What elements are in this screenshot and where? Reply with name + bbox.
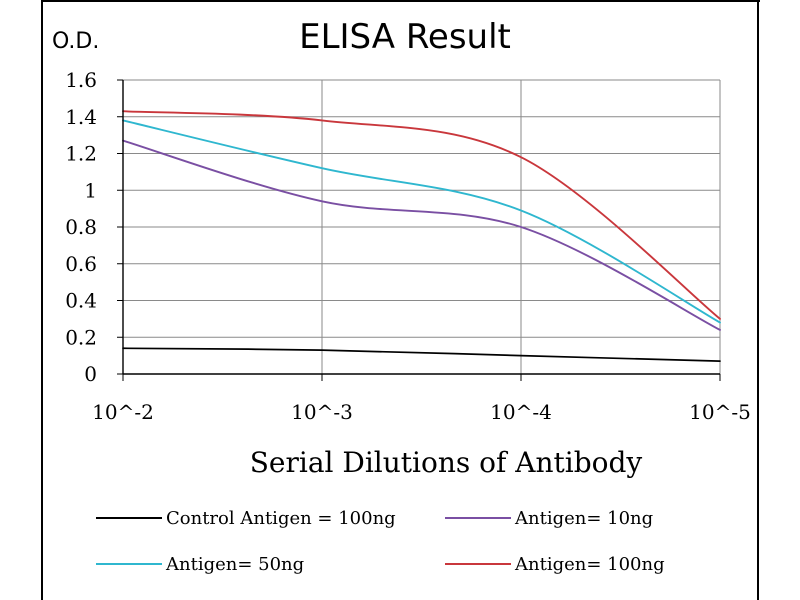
- y-tick-label: 1: [84, 178, 97, 202]
- y-tick-label: 0.2: [65, 325, 97, 349]
- y-tick-label: 1.2: [65, 142, 97, 166]
- y-axis-label: O.D.: [52, 29, 99, 54]
- y-tick-label: 1.6: [65, 68, 97, 92]
- series-lines: [122, 110, 721, 362]
- x-axis-title: Serial Dilutions of Antibody: [250, 446, 643, 479]
- x-tick-label: 10^-4: [490, 400, 552, 424]
- legend-label-0: Control Antigen = 100ng: [166, 508, 396, 529]
- y-tick-label: 0.6: [65, 252, 97, 276]
- chart-title: ELISA Result: [299, 17, 511, 57]
- grid-lines: [123, 79, 721, 374]
- legend-label-3: Antigen= 100ng: [514, 554, 665, 575]
- y-axis-ticks: 0 0.2 0.4 0.6 0.8 1 1.2 1.4 1.6: [65, 68, 123, 386]
- y-tick-label: 0.4: [65, 289, 97, 313]
- y-tick-label: 0: [84, 362, 97, 386]
- series-line-2: [122, 119, 721, 324]
- x-tick-label: 10^-2: [92, 400, 154, 424]
- x-axis-ticks: 10^-2 10^-3 10^-4 10^-5: [92, 374, 751, 424]
- series-line-0: [122, 347, 721, 362]
- y-tick-label: 0.8: [65, 215, 97, 239]
- y-tick-label: 1.4: [65, 105, 97, 129]
- legend: Control Antigen = 100ng Antigen= 10ng Anti…: [96, 508, 665, 575]
- x-tick-label: 10^-5: [689, 400, 751, 424]
- series-line-3: [122, 110, 721, 320]
- series-line-1: [122, 139, 721, 331]
- legend-label-2: Antigen= 50ng: [165, 554, 304, 575]
- legend-label-1: Antigen= 10ng: [514, 508, 653, 529]
- x-tick-label: 10^-3: [291, 400, 353, 424]
